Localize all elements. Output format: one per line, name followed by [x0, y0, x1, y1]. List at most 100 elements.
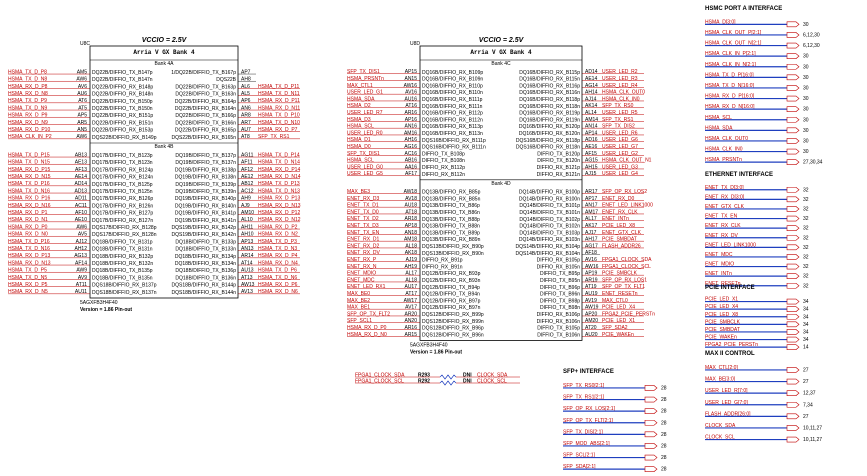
net-label: USER_LED_R7 — [347, 110, 383, 116]
chip-title: Arria V GX Bank 4 — [470, 49, 532, 56]
pin-signal: DQ14B/DIFFIO_TX_B102n — [519, 224, 580, 230]
net-label: HSMA_TX_D_P10 — [258, 113, 300, 119]
net-label: HSMA_TX_D_P5 — [8, 268, 47, 274]
vccio-label: VCCIO = 2.5V — [479, 37, 525, 44]
pin-signal: DQ17B/DIFFIO_RX_B126p — [92, 196, 153, 202]
off-page-connector — [786, 298, 800, 305]
pin-signal: DQS16B/DIFFIO_RX_B118n — [516, 145, 580, 151]
off-page-connector — [786, 148, 800, 155]
pin-number: AR7 — [241, 120, 251, 126]
pin-signal: DQ17B/DIFFIO_TX_B123p — [92, 153, 153, 159]
net-label: ENET_MDC — [705, 252, 733, 258]
pin-signal: DIFFIO_TX_B105p — [537, 326, 580, 332]
pin-signal: DQ19B/DIFFIO_RX_B141p — [175, 211, 236, 217]
net-label: HSMA_TX_D_P6 — [258, 268, 297, 274]
net-label: ENET_INTn — [705, 271, 732, 277]
pin-number: AV13 — [241, 289, 253, 295]
net-label: MAX_CTL1 — [347, 83, 373, 89]
off-page-connector — [644, 408, 658, 414]
pin-number: AP16 — [405, 117, 417, 123]
page-reference: 28 — [661, 409, 667, 415]
off-page-connector — [644, 466, 658, 472]
pin-number: AN18 — [404, 230, 417, 236]
net-label: USER_LED_R0 — [347, 130, 383, 136]
section-title: PCIE INTERFACE — [705, 285, 755, 291]
pin-number: AG13 — [74, 253, 87, 259]
off-page-connector — [786, 234, 800, 241]
net-label: ENET_MDIO — [705, 262, 734, 268]
pin-signal: DQ18B/DIFFIO_TX_B136p — [175, 268, 236, 274]
net-label: HSMA_TX_D_N10 — [258, 120, 300, 126]
page-reference: 32 — [803, 187, 809, 193]
page-reference: 30 — [803, 107, 809, 113]
chip-body — [89, 45, 239, 299]
pin-signal: DQ19B/DIFFIO_TX_B139n — [175, 189, 236, 195]
pin-number: AA16 — [405, 164, 417, 170]
pin-signal: DQ16B/DIFFIO_RX_B119n — [519, 117, 580, 123]
pin-signal: DQS19B/DIFFIO_RX_B142n — [172, 232, 237, 238]
off-page-connector — [786, 329, 800, 335]
pin-signal: DQS14B/DIFFIO_RX_B104p — [516, 244, 581, 250]
net-label: HSMA_RX_D_N12 — [258, 217, 301, 223]
net-label: ENET_RX_CLK — [602, 209, 638, 215]
pin-number: AG14 — [585, 83, 598, 89]
page-reference: 28 — [661, 420, 667, 426]
page-reference: 30 — [803, 96, 809, 102]
net-label: SFP_TX_RS1 — [602, 117, 634, 123]
page-reference: 34 — [803, 314, 809, 320]
pin-number: AR14 — [241, 253, 254, 259]
pin-number: AW13 — [241, 282, 255, 288]
pin-signal: DQS18B/DIFFIO_RX_B137n — [92, 290, 157, 296]
pin-number: AL10 — [241, 217, 253, 223]
pin-number: AN14 — [585, 124, 598, 130]
pin-signal: DQS16B/DIFFIO_RX_B111n — [422, 145, 486, 151]
net-label: HSMA_CLK_OUT_N1 — [602, 158, 652, 164]
net-label: FPGA1_CLOCK_SCL — [602, 264, 651, 270]
net-label: FPGA1_CLOCK_SCL — [355, 378, 404, 384]
pin-number: AL14 — [585, 110, 597, 116]
pin-number: AW6 — [76, 134, 87, 140]
pin-number: AH9 — [241, 196, 251, 202]
pin-number: AD16 — [585, 137, 598, 143]
pin-number: AN20 — [404, 318, 417, 324]
pin-signal: DQ12B/DIFFIO_TX_B94p — [422, 285, 480, 291]
net-label: HSMA_TX_D_N8 — [8, 77, 47, 83]
pin-number: AH8 — [241, 77, 251, 83]
pin-signal: DQ18B/DIFFIO_TX_B135p — [92, 268, 153, 274]
pin-number: AJ15 — [585, 171, 597, 177]
pin-signal: DQ14B/DIFFIO_TX_B102p — [519, 217, 580, 223]
pin-number: AP19 — [585, 271, 597, 277]
page-reference: 34 — [803, 299, 809, 305]
net-label: HSMA_RX_D_P2 — [258, 224, 298, 230]
pin-number: AT16 — [405, 103, 417, 109]
page-reference: 6,12,30 — [803, 32, 820, 38]
pin-signal: DIFFIO_RX_B112n — [422, 172, 465, 178]
net-label: ENET_LED_LINK1000 — [705, 242, 756, 248]
net-label: HSMA_TX_D_N5 — [8, 275, 47, 281]
net-label: HSMA_CLK_IN_P[2:1] — [705, 51, 756, 57]
pin-signal: DQ16B/DIFFIO_RX_B120p — [519, 124, 580, 130]
net-label: USER_LED_G[7:0] — [705, 400, 748, 406]
net-label: PCIE_LED_X4 — [602, 305, 635, 311]
pin-signal: DQS16B/DIFFIO_RX_B118p — [516, 138, 580, 144]
net-label: SFP_SDA2 — [602, 325, 628, 331]
pin-number: AL17 — [405, 271, 417, 277]
page-reference: 27,30,34 — [803, 160, 823, 166]
off-page-connector — [644, 385, 658, 391]
page-reference: 30 — [803, 117, 809, 123]
net-label: ENET_LED_RX1 — [347, 284, 386, 290]
pin-signal: DQ17B/DIFFIO_TX_B123n — [92, 160, 153, 166]
pin-signal: DQ22B/DIFFIO_RX_B164p — [175, 99, 236, 105]
pin-signal: DQ16B/DIFFIO_RX_B111p — [422, 97, 483, 103]
pin-number: AP14 — [585, 130, 597, 136]
net-label: SFP_OP_TX_FLT1 — [602, 284, 645, 290]
net-label: HSMA_RX_D_P4 — [258, 253, 298, 259]
pin-number: AJ14 — [585, 96, 597, 102]
page-reference: 32 — [803, 226, 809, 232]
page-reference: 34 — [803, 322, 809, 328]
ref-designator: R292 — [418, 378, 430, 384]
pin-signal: DQ13B/DIFFIO_RX_B89n — [422, 237, 481, 243]
pin-signal: DQ22B/DIFFIO_TX_B147p — [92, 70, 153, 76]
pin-number: AM10 — [241, 210, 254, 216]
pin-signal: DQ22B/DIFFIO_TX_B150p — [92, 99, 153, 105]
